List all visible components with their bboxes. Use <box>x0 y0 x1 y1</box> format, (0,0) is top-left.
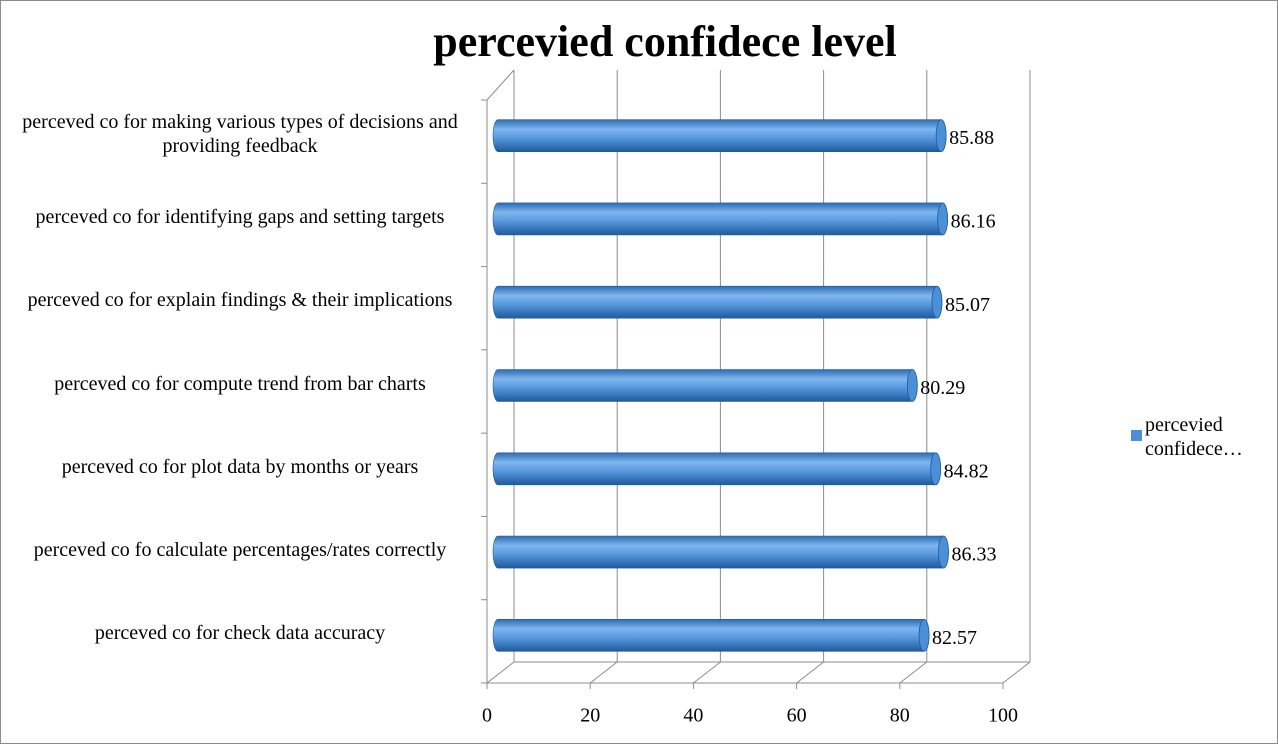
value-label: 82.57 <box>932 627 977 649</box>
category-label: perceved co for making various types of … <box>22 110 458 157</box>
bar <box>492 119 947 152</box>
x-tick-label: 100 <box>988 705 1018 727</box>
value-label: 85.07 <box>945 294 990 316</box>
value-label: 86.33 <box>951 544 996 566</box>
x-tick-label: 80 <box>890 705 910 727</box>
category-label: perceved co for explain findings & their… <box>27 289 453 312</box>
grid-line-floor <box>693 661 721 684</box>
bar <box>492 619 930 652</box>
bar-cap <box>935 119 947 153</box>
category-label: perceved co fo calculate percentages/rat… <box>33 539 447 562</box>
chart-title: percevied confidece level <box>433 17 896 66</box>
grid-line-floor <box>589 661 618 684</box>
bar <box>492 369 918 402</box>
value-label: 80.29 <box>920 377 965 399</box>
bar <box>492 535 949 569</box>
category-label: perceved co for identifying gaps and set… <box>35 205 445 228</box>
x-tick-label: 60 <box>787 705 807 727</box>
grid-line-floor <box>796 661 824 684</box>
x-tick-label: 40 <box>683 705 703 727</box>
legend-swatch <box>1131 430 1142 441</box>
grid-line-floor <box>1002 661 1031 684</box>
x-tick-label: 20 <box>580 705 600 727</box>
left-wall-top <box>486 69 515 101</box>
value-label: 84.82 <box>944 460 989 482</box>
legend-label: percevied confidece… <box>1145 414 1243 460</box>
bar-cap <box>938 535 949 569</box>
bar-cap <box>906 369 918 402</box>
value-label: 85.88 <box>949 127 994 149</box>
category-label: perceved co for check data accuracy <box>94 622 386 645</box>
x-tick-label: 0 <box>482 705 492 727</box>
bar <box>492 202 948 236</box>
bar <box>492 285 943 319</box>
grid-line-floor <box>899 661 928 684</box>
bar <box>492 452 941 486</box>
bar-cap <box>937 202 948 236</box>
bar-cap <box>918 618 930 652</box>
bar-cap <box>930 452 942 486</box>
grid-line-floor <box>486 661 515 684</box>
category-label: perceved co for compute trend from bar c… <box>54 372 426 395</box>
value-label: 86.16 <box>951 211 996 233</box>
bar-cap <box>931 285 943 319</box>
category-label: perceved co for plot data by months or y… <box>61 455 419 478</box>
